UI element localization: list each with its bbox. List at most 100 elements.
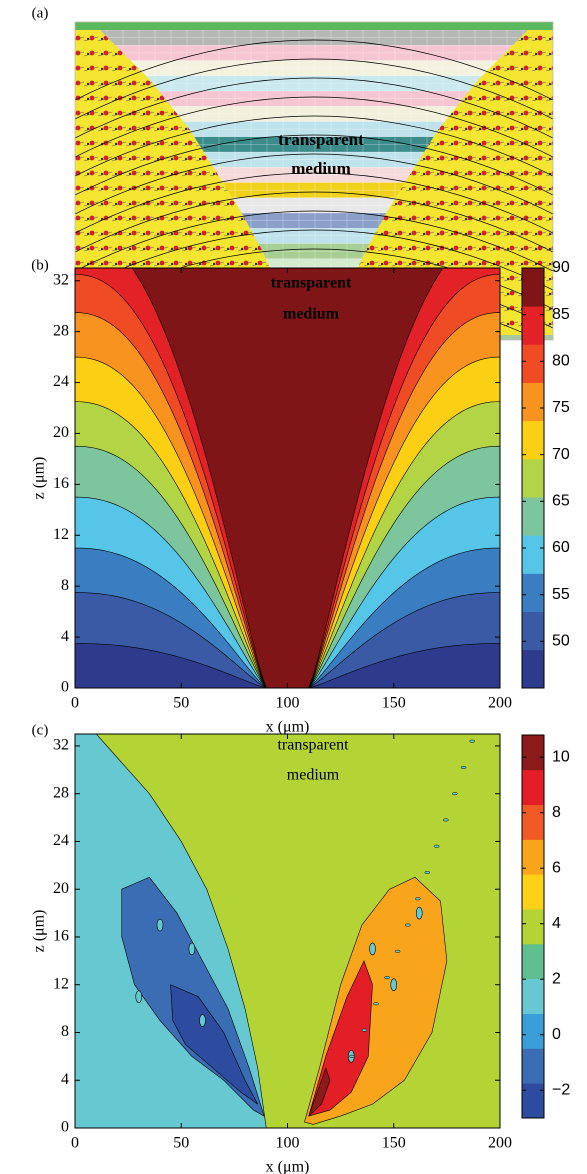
y-tick-label: 28 xyxy=(53,322,69,339)
panel-label: (c) xyxy=(32,722,49,738)
y-tick-label: 16 xyxy=(53,475,69,492)
y-tick-label: 8 xyxy=(61,577,69,594)
contour-island xyxy=(349,1055,354,1057)
colorbar-band xyxy=(522,1014,544,1049)
colorbar-tick-label: −2 xyxy=(552,1081,570,1098)
y-tick-label: 20 xyxy=(53,424,69,441)
contour-island xyxy=(416,907,422,919)
contour-island xyxy=(136,991,142,1003)
colorbar-band xyxy=(522,650,544,689)
top-strip xyxy=(75,22,553,30)
colorbar-tick-label: 70 xyxy=(552,446,570,463)
contour-island xyxy=(461,766,466,768)
colorbar-band xyxy=(522,421,544,460)
y-tick-label: 12 xyxy=(53,975,69,992)
y-tick-label: 4 xyxy=(61,628,69,645)
contour-island xyxy=(434,845,439,847)
y-tick-label: 24 xyxy=(53,832,69,849)
colorbar-tick-label: 10 xyxy=(552,748,570,765)
x-tick-label: 0 xyxy=(71,695,79,712)
x-tick-label: 0 xyxy=(71,1135,79,1152)
colorbar-band xyxy=(522,735,544,770)
colorbar-tick-label: 2 xyxy=(552,970,561,987)
y-axis-label: z (μm) xyxy=(31,910,48,953)
contour-island xyxy=(189,943,195,955)
y-tick-label: 20 xyxy=(53,880,69,897)
colorbar-band xyxy=(522,344,544,383)
y-tick-label: 32 xyxy=(53,271,69,288)
y-tick-label: 32 xyxy=(53,737,69,754)
colorbar-tick-label: 55 xyxy=(552,586,570,603)
colorbar-tick-label: 80 xyxy=(552,353,570,370)
page: {"chart_data": [ {"type": "diagram", "pa… xyxy=(0,0,587,1174)
x-tick-label: 150 xyxy=(382,1135,406,1152)
panel-label: (a) xyxy=(32,5,49,21)
contour-island xyxy=(157,919,163,931)
annotation: transparent xyxy=(277,737,349,754)
colorbar-band xyxy=(522,268,544,307)
y-tick-label: 8 xyxy=(61,1023,69,1040)
y-tick-label: 0 xyxy=(61,1119,69,1136)
colorbar-tick-label: 85 xyxy=(552,306,570,323)
colorbar-band xyxy=(522,535,544,574)
x-tick-label: 100 xyxy=(276,1135,300,1152)
annotation: medium xyxy=(287,767,340,784)
y-axis-label: z (μm) xyxy=(31,457,48,500)
colorbar-band xyxy=(522,497,544,536)
colorbar-band xyxy=(522,306,544,345)
contour-island xyxy=(200,1015,206,1027)
plot-area xyxy=(75,230,500,701)
colorbar-tick-label: 4 xyxy=(552,915,561,932)
contour-island xyxy=(391,979,397,991)
colorbar-band xyxy=(522,1083,544,1118)
colorbar-tick-label: 75 xyxy=(552,399,570,416)
colorbar-band xyxy=(522,770,544,805)
x-tick-label: 100 xyxy=(276,695,300,712)
colorbar-band xyxy=(522,909,544,944)
colorbar-tick-label: 90 xyxy=(552,259,570,276)
y-tick-label: 0 xyxy=(61,679,69,696)
y-tick-label: 24 xyxy=(53,373,69,390)
contour-island xyxy=(415,898,420,900)
colorbar-band xyxy=(522,944,544,979)
colorbar-band xyxy=(522,839,544,874)
panel-label: (b) xyxy=(31,257,49,273)
colorbar-band xyxy=(522,612,544,651)
y-tick-label: 28 xyxy=(53,784,69,801)
figure: (a)transparentmedium05010015020004812162… xyxy=(0,0,587,1174)
colorbar-tick-label: 0 xyxy=(552,1026,561,1043)
y-tick-label: 4 xyxy=(61,1071,69,1088)
colorbar-band xyxy=(522,874,544,909)
y-tick-label: 12 xyxy=(53,526,69,543)
annotation: medium xyxy=(291,159,351,178)
x-tick-label: 200 xyxy=(488,695,512,712)
colorbar-band xyxy=(522,459,544,498)
annotation: transparent xyxy=(278,130,364,149)
colorbar-band xyxy=(522,1048,544,1083)
contour-island xyxy=(374,1003,379,1005)
contour-island xyxy=(385,976,390,978)
y-tick-label: 16 xyxy=(53,928,69,945)
contour-island xyxy=(405,924,410,926)
contour-island xyxy=(470,740,475,742)
contour-island xyxy=(362,1029,367,1031)
annotation: medium xyxy=(283,306,340,323)
colorbar-tick-label: 50 xyxy=(552,633,570,650)
plot-area xyxy=(75,722,502,1140)
colorbar-band xyxy=(522,805,544,840)
colorbar-tick-label: 60 xyxy=(552,539,570,556)
x-tick-label: 150 xyxy=(382,695,406,712)
colorbar-band xyxy=(522,573,544,612)
colorbar-band xyxy=(522,383,544,422)
colorbar-tick-label: 8 xyxy=(552,804,561,821)
colorbar-band xyxy=(522,979,544,1014)
annotation: transparent xyxy=(271,275,352,292)
contour-island xyxy=(370,943,376,955)
contour-island xyxy=(395,950,400,952)
x-tick-label: 200 xyxy=(488,1135,512,1152)
contour-island xyxy=(452,792,457,794)
x-axis-label: x (μm) xyxy=(266,1159,310,1174)
colorbar-tick-label: 6 xyxy=(552,859,561,876)
x-tick-label: 50 xyxy=(173,695,189,712)
x-axis-label: x (μm) xyxy=(266,719,310,736)
